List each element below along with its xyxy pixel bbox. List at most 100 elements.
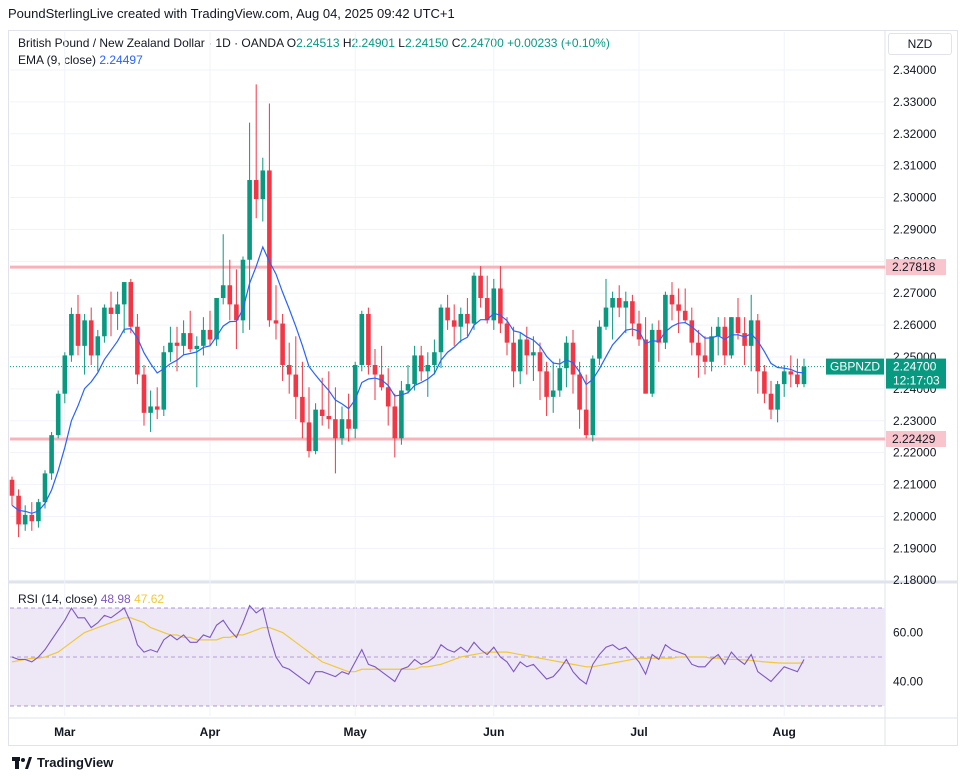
candle [154, 387, 160, 420]
ema-value: 2.24497 [99, 53, 143, 67]
candle [465, 298, 470, 337]
candle-body [630, 301, 635, 324]
price-tick-label: 2.31000 [893, 159, 937, 173]
candle [649, 323, 655, 397]
ema-legend[interactable]: EMA (9, close) 2.24497 [18, 53, 143, 67]
candle [36, 498, 41, 528]
candle [432, 339, 437, 375]
candle [326, 371, 332, 429]
candle-body [102, 307, 107, 337]
candle-body [511, 342, 516, 372]
candle [62, 352, 68, 404]
candle [755, 313, 761, 394]
candle [286, 342, 292, 394]
symbol-tag [826, 358, 884, 375]
candle-body [432, 352, 437, 365]
price-tick-label: 2.20000 [893, 509, 937, 523]
candle [399, 380, 404, 445]
candle-body [201, 329, 206, 346]
candle [564, 336, 569, 388]
candle [300, 361, 305, 439]
attribution-text: PoundSterlingLive created with TradingVi… [8, 6, 455, 21]
candle-body [95, 336, 101, 356]
candle [339, 406, 345, 445]
candle [293, 336, 299, 420]
level-tag [886, 259, 946, 276]
candle [663, 291, 668, 350]
candle-body [709, 336, 714, 362]
price-tick-label: 2.34000 [893, 63, 937, 77]
candle [438, 304, 444, 369]
candle [781, 364, 787, 397]
candle [260, 157, 266, 222]
candle [511, 326, 516, 388]
candle-body [676, 304, 681, 311]
high-label: H [342, 36, 352, 50]
candle-body [451, 320, 457, 327]
candle [161, 345, 167, 417]
candle-body [722, 326, 728, 356]
candle-body [392, 406, 398, 439]
level-tag [886, 430, 946, 447]
candle-body [55, 393, 61, 436]
price-tick-label: 2.33000 [893, 95, 937, 109]
candle-body [570, 342, 576, 375]
candle-body [352, 364, 358, 429]
candle-body [524, 339, 530, 356]
currency-button[interactable]: NZD [888, 33, 952, 55]
open-label: O [286, 36, 297, 50]
candle-body [9, 479, 15, 496]
candle-body [564, 342, 569, 369]
candle-body [359, 313, 365, 365]
candle-body [319, 409, 325, 417]
candle-body [597, 326, 602, 359]
symbol-title[interactable]: British Pound / New Zealand Dollar · 1D … [18, 36, 284, 50]
price-tick-label: 2.23000 [893, 414, 937, 428]
candle [603, 278, 609, 330]
candle [214, 298, 219, 346]
candle [524, 326, 530, 375]
candle-body [445, 307, 450, 321]
chart-frame [8, 30, 958, 746]
candle-body [286, 364, 292, 375]
candle-body [346, 419, 351, 429]
candle-body [267, 170, 272, 321]
candle [471, 272, 477, 330]
candle [689, 307, 695, 356]
open-value: 2.24513 [296, 36, 340, 50]
candle-body [379, 374, 384, 388]
ema-label: EMA (9, close) [18, 53, 97, 67]
rsi-ma-value: 47.62 [134, 592, 165, 606]
candle-body [537, 352, 543, 372]
time-tick-label: Mar [54, 725, 76, 739]
price-tag-value: 2.24700 [893, 360, 937, 374]
candle [451, 304, 457, 346]
candle-body [75, 313, 81, 346]
candle-body [187, 333, 193, 350]
candle-body [121, 282, 127, 305]
candle [616, 285, 622, 318]
price-tick-label: 2.18000 [893, 573, 937, 587]
candle-body [531, 352, 536, 356]
rsi-legend[interactable]: RSI (14, close) 48.98 47.62 [18, 592, 164, 606]
candle [590, 355, 596, 442]
time-tick-label: Jul [630, 725, 647, 739]
candle [102, 304, 107, 343]
tradingview-logo[interactable]: TradingView [12, 755, 113, 770]
candle-body [49, 435, 54, 474]
price-tick-label: 2.21000 [893, 478, 937, 492]
candle [306, 387, 312, 458]
candle-body [755, 320, 761, 372]
candle [366, 307, 371, 375]
candle [207, 310, 213, 346]
candle-body [729, 317, 734, 356]
candle-body [610, 298, 615, 308]
candle [597, 320, 602, 365]
price-tick-label: 2.27000 [893, 286, 937, 300]
change-value: +0.00233 (+0.10%) [507, 36, 610, 50]
candle [194, 336, 200, 388]
candle [445, 294, 450, 330]
candle [201, 317, 206, 356]
candle-body [108, 307, 114, 314]
